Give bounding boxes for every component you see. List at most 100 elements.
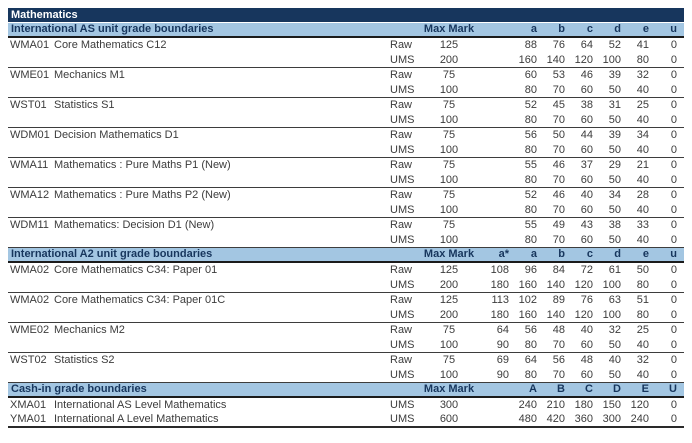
grade-value: 29 bbox=[608, 159, 621, 171]
grade-value: 60 bbox=[580, 233, 593, 246]
grade-value: 0 bbox=[670, 294, 677, 306]
grade-value: 40 bbox=[636, 143, 649, 156]
grade-value: 180 bbox=[490, 308, 509, 321]
table-row: YMA01 International A Level Mathematics UM… bbox=[8, 412, 684, 426]
mark-type: Raw bbox=[390, 99, 413, 111]
grade-value: 150 bbox=[602, 399, 621, 411]
grade-value: 140 bbox=[546, 53, 565, 66]
grade-value: 80 bbox=[524, 173, 537, 186]
grade-value: 60 bbox=[580, 173, 593, 186]
grade-value: 100 bbox=[602, 278, 621, 291]
grade-value: 108 bbox=[490, 264, 509, 276]
grade-column-header: b bbox=[558, 248, 565, 260]
max-mark-value: 200 bbox=[439, 53, 459, 66]
grade-column-header: c bbox=[586, 248, 593, 260]
max-mark-value: 100 bbox=[439, 143, 459, 156]
unit-name: International AS Level Mathematics bbox=[54, 399, 227, 411]
grade-value: 61 bbox=[608, 264, 621, 276]
grade-value: 80 bbox=[636, 278, 649, 291]
grade-value: 40 bbox=[636, 173, 649, 186]
grade-value: 0 bbox=[670, 308, 677, 321]
grade-value: 102 bbox=[518, 294, 537, 306]
grade-value: 0 bbox=[670, 129, 677, 141]
max-mark-value: 200 bbox=[439, 308, 459, 321]
max-mark-value: 100 bbox=[439, 368, 459, 381]
unit-block: WST02 Statistics S2 Raw 75 69 64 56 48 40 32 0 UMS 1… bbox=[8, 353, 684, 383]
table-row: UMS 100 80 70 60 50 40 0 bbox=[8, 203, 684, 218]
grade-value: 0 bbox=[670, 233, 677, 246]
grade-value: 80 bbox=[524, 83, 537, 96]
grade-value: 210 bbox=[546, 399, 565, 411]
unit-code: WMA02 bbox=[10, 264, 50, 276]
grade-column-header: e bbox=[642, 248, 649, 260]
max-mark-value: 75 bbox=[442, 69, 456, 81]
grade-value: 60 bbox=[580, 113, 593, 126]
grade-value: 100 bbox=[602, 308, 621, 321]
table-row: UMS 100 80 70 60 50 40 0 bbox=[8, 143, 684, 158]
grade-value: 56 bbox=[524, 324, 537, 336]
mark-type: UMS bbox=[390, 83, 415, 96]
grade-value: 0 bbox=[670, 264, 677, 276]
grade-value: 0 bbox=[670, 189, 677, 201]
grade-value: 90 bbox=[496, 368, 509, 381]
table-row: UMS 100 80 70 60 50 40 0 bbox=[8, 83, 684, 98]
unit-name: Mathematics: Decision D1 (New) bbox=[54, 219, 215, 231]
table-row: WMA12 Mathematics : Pure Maths P2 (New) Ra… bbox=[8, 188, 684, 203]
grade-value: 50 bbox=[636, 264, 649, 276]
mark-type: Raw bbox=[390, 294, 413, 306]
grade-value: 60 bbox=[580, 203, 593, 216]
grade-value: 100 bbox=[602, 53, 621, 66]
grade-value: 50 bbox=[608, 83, 621, 96]
grade-value: 50 bbox=[552, 129, 565, 141]
grade-value: 0 bbox=[670, 324, 677, 336]
grade-column-header: U bbox=[669, 383, 677, 395]
grade-column-header: a bbox=[530, 23, 537, 35]
grade-boundaries-table: Mathematics International AS unit grade … bbox=[8, 8, 684, 428]
grade-value: 120 bbox=[574, 53, 593, 66]
grade-value: 55 bbox=[524, 159, 537, 171]
max-mark-value: 100 bbox=[439, 173, 459, 186]
table-row: UMS 100 90 80 70 60 50 40 0 bbox=[8, 368, 684, 383]
unit-name: Statistics S1 bbox=[54, 99, 115, 111]
grade-value: 64 bbox=[524, 354, 537, 366]
grade-value: 41 bbox=[636, 39, 649, 51]
grade-value: 72 bbox=[580, 264, 593, 276]
max-mark-value: 100 bbox=[439, 233, 459, 246]
grade-value: 46 bbox=[552, 159, 565, 171]
grade-value: 140 bbox=[546, 308, 565, 321]
unit-code: WMA12 bbox=[10, 189, 50, 201]
grade-value: 70 bbox=[552, 233, 565, 246]
table-row: WST01 Statistics S1 Raw 75 52 45 38 31 25 0 bbox=[8, 98, 684, 113]
grade-value: 51 bbox=[636, 294, 649, 306]
grade-value: 52 bbox=[524, 99, 537, 111]
mark-type: Raw bbox=[390, 324, 413, 336]
unit-code: WME02 bbox=[10, 324, 50, 336]
unit-code: WMA01 bbox=[10, 39, 50, 51]
grade-value: 70 bbox=[552, 368, 565, 381]
subject-title-bar: Mathematics bbox=[8, 8, 684, 22]
grade-value: 160 bbox=[518, 278, 537, 291]
grade-column-header: D bbox=[613, 383, 621, 395]
grade-value: 0 bbox=[670, 69, 677, 81]
grade-value: 480 bbox=[518, 413, 537, 425]
table-row: UMS 200 180 160 140 120 100 80 0 bbox=[8, 278, 684, 293]
section-header-international-a2: International A2 unit grade boundaries Ma… bbox=[8, 248, 684, 263]
table-row: UMS 100 80 70 60 50 40 0 bbox=[8, 173, 684, 188]
unit-name: Core Mathematics C12 bbox=[54, 39, 167, 51]
grade-value: 120 bbox=[574, 278, 593, 291]
mark-type: Raw bbox=[390, 69, 413, 81]
grade-value: 50 bbox=[608, 143, 621, 156]
mark-type: Raw bbox=[390, 39, 413, 51]
max-mark-value: 75 bbox=[442, 324, 456, 336]
grade-value: 70 bbox=[552, 113, 565, 126]
grade-value: 52 bbox=[608, 39, 621, 51]
grade-value: 49 bbox=[552, 219, 565, 231]
mark-type: UMS bbox=[390, 399, 415, 411]
grade-value: 80 bbox=[636, 308, 649, 321]
table-row: UMS 100 90 80 70 60 50 40 0 bbox=[8, 338, 684, 353]
unit-name: Mathematics : Pure Maths P2 (New) bbox=[54, 189, 231, 201]
grade-value: 48 bbox=[552, 324, 565, 336]
grade-value: 80 bbox=[524, 233, 537, 246]
grade-value: 120 bbox=[574, 308, 593, 321]
